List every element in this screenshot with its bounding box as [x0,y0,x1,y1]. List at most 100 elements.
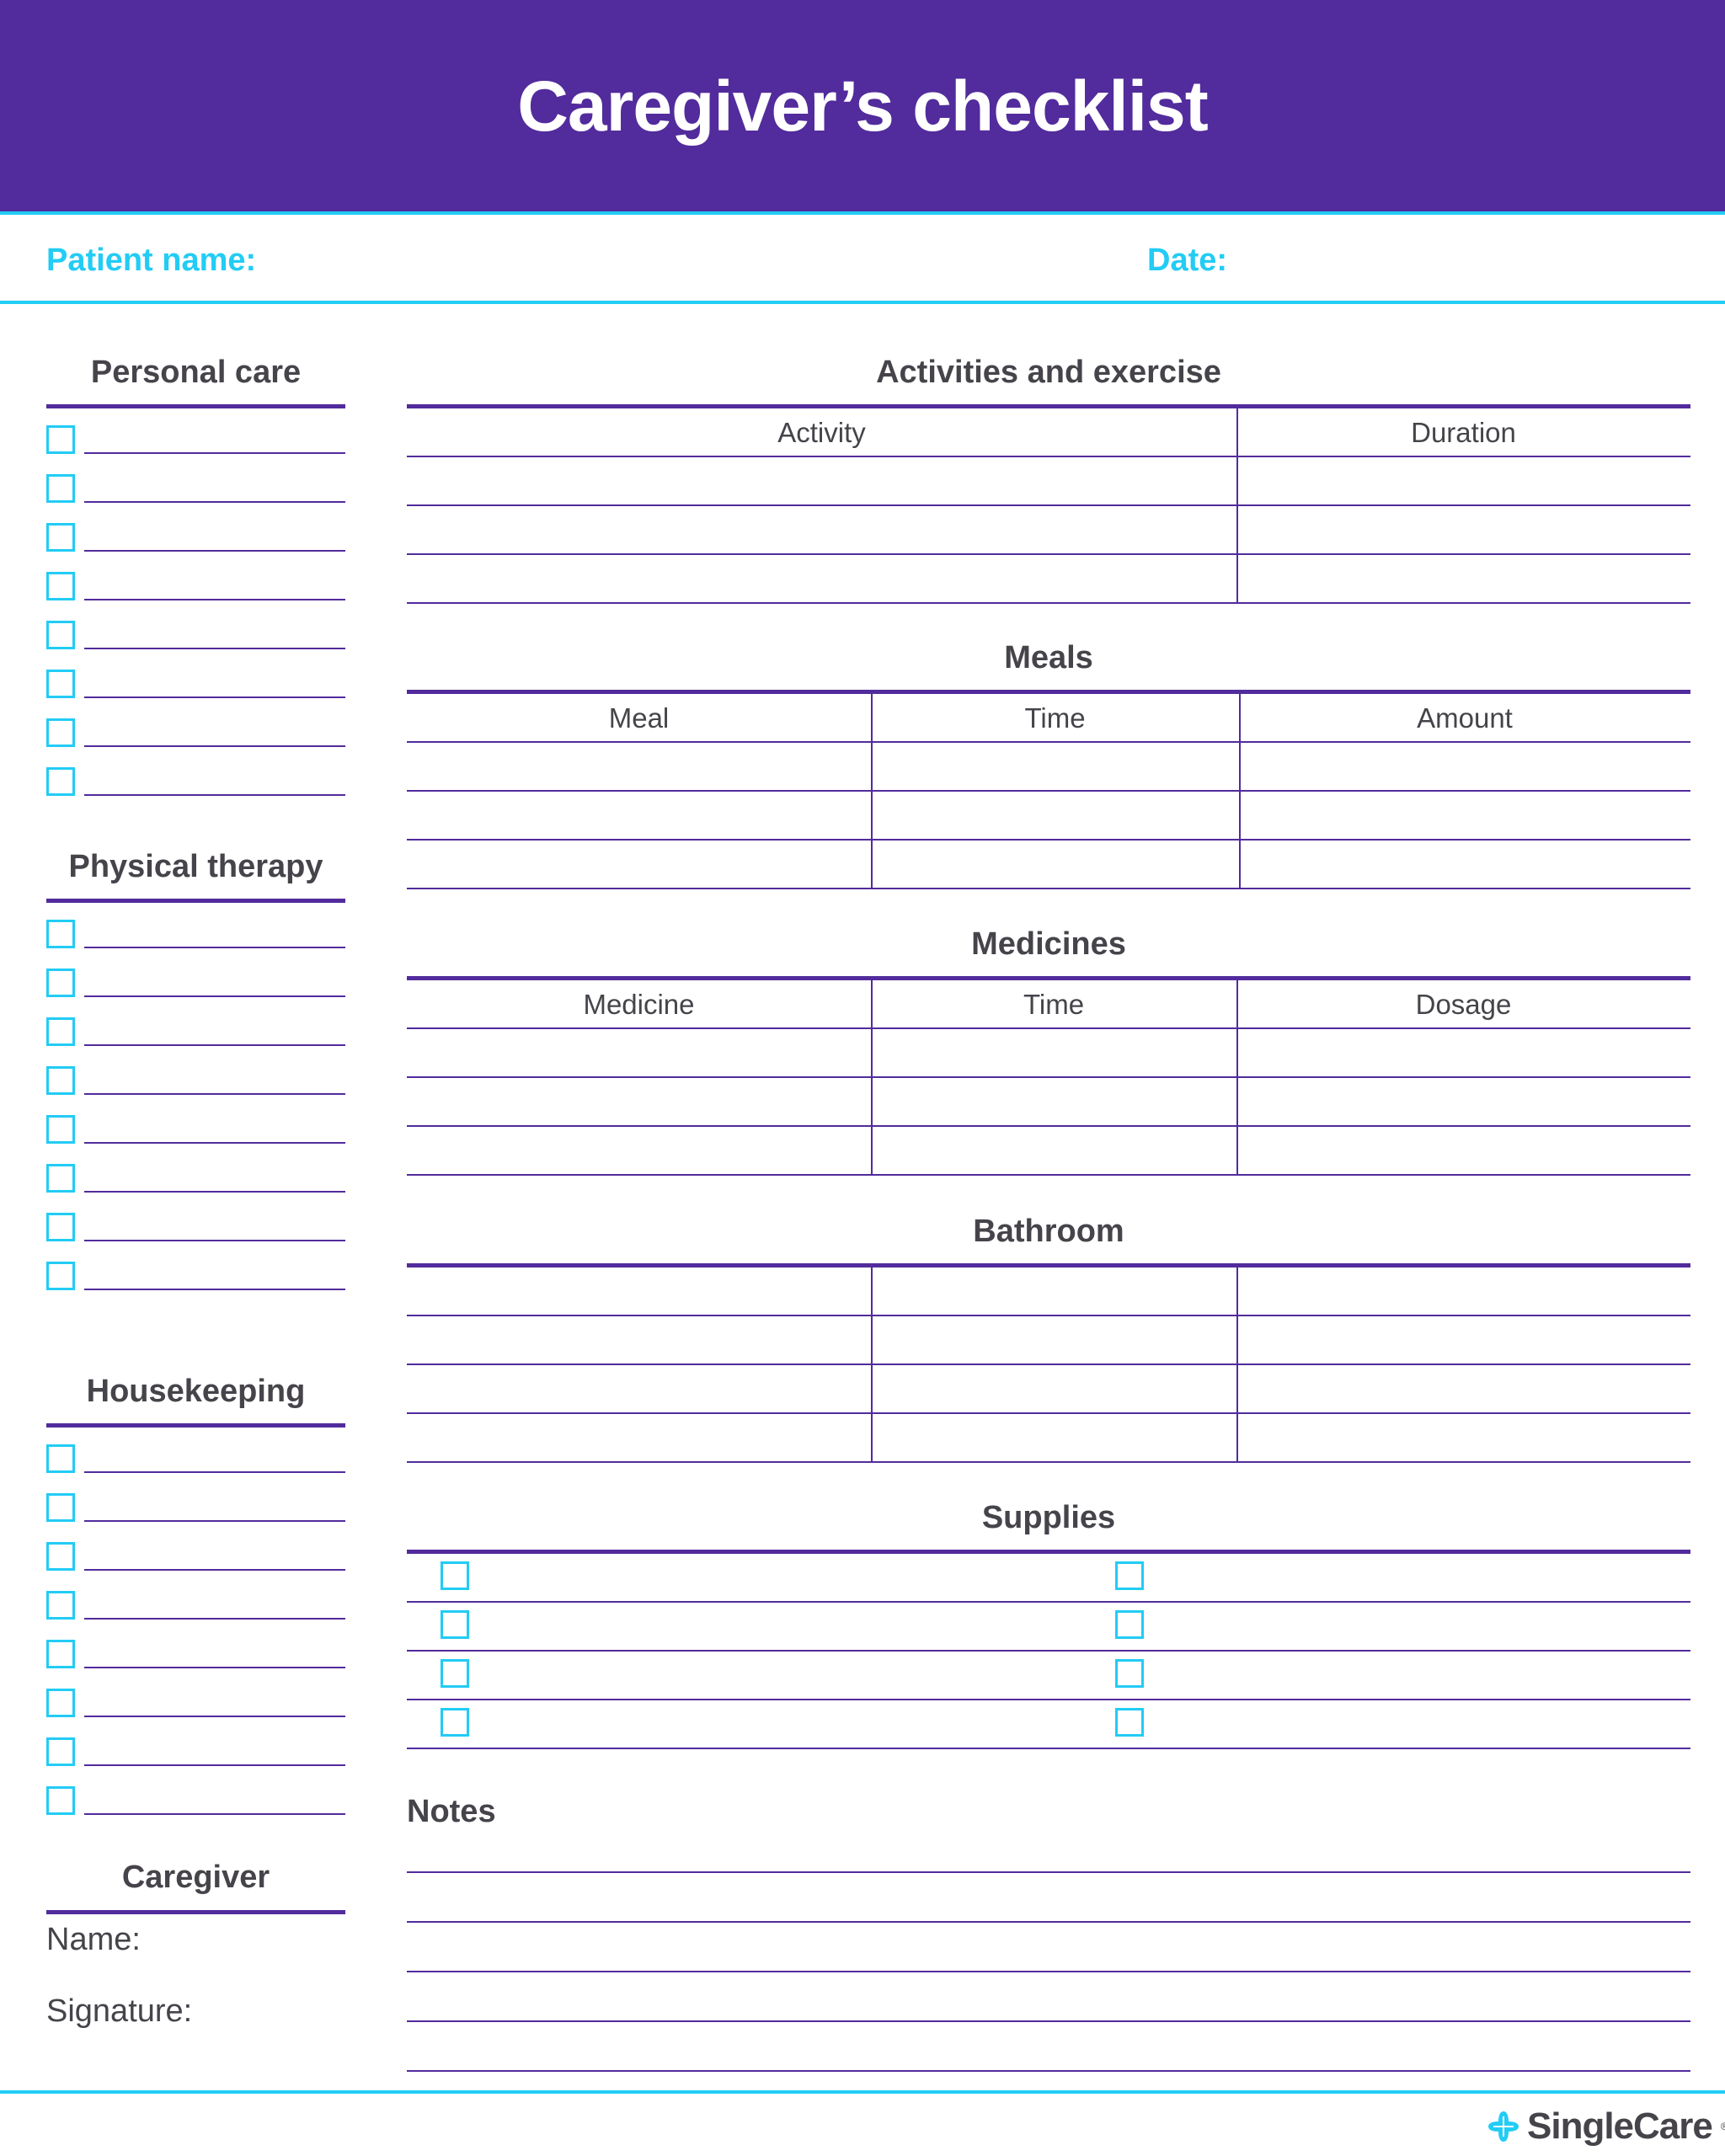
checkbox[interactable] [46,767,75,796]
checkbox[interactable] [46,1017,75,1046]
table-row[interactable] [407,1412,1690,1414]
checkbox[interactable] [46,572,75,600]
checkbox[interactable] [46,523,75,552]
table-row[interactable] [407,1315,1690,1316]
medicines-heading: Medicines [971,926,1126,962]
checkbox[interactable] [46,1493,75,1522]
write-line[interactable] [84,1240,345,1241]
table-row[interactable] [407,1601,1690,1603]
supply-checkbox[interactable] [441,1561,469,1590]
caregiver-signature-label: Signature: [46,1993,193,2029]
meals-heading: Meals [1004,640,1093,675]
checkbox[interactable] [46,1444,75,1473]
supply-checkbox[interactable] [1115,1708,1144,1737]
write-line[interactable] [84,1764,345,1766]
checkbox[interactable] [46,969,75,997]
singlecare-logo: SingleCare ® [1488,2105,1725,2148]
table-row[interactable] [407,1125,1690,1127]
header-row-rule [407,456,1690,457]
supply-checkbox[interactable] [441,1659,469,1688]
checkbox[interactable] [46,1542,75,1571]
patient-name-label: Patient name: [46,243,257,278]
write-line[interactable] [84,745,345,747]
notes-heading: Notes [407,1794,496,1829]
supply-checkbox[interactable] [1115,1610,1144,1639]
write-line[interactable] [84,648,345,649]
write-line[interactable] [84,550,345,552]
table-row[interactable] [407,790,1690,792]
checkbox[interactable] [46,1115,75,1144]
checkbox[interactable] [46,425,75,454]
write-line[interactable] [84,1142,345,1144]
notes-line[interactable] [407,1921,1690,1923]
column-divider [1236,407,1238,602]
supply-checkbox[interactable] [1115,1659,1144,1688]
supply-checkbox[interactable] [1115,1561,1144,1590]
column-header: Meal [608,702,670,734]
table-row[interactable] [407,1748,1690,1749]
notes-line[interactable] [407,1971,1690,1972]
write-line[interactable] [84,794,345,796]
write-line[interactable] [84,1520,345,1522]
checkbox[interactable] [46,670,75,698]
page-title: Caregiver’s checklist [517,67,1209,146]
table-row[interactable] [407,1650,1690,1652]
activities-top-rule [407,404,1690,408]
column-header: Amount [1417,702,1513,734]
checkbox[interactable] [46,920,75,948]
write-line[interactable] [84,696,345,698]
column-header: Duration [1411,417,1516,448]
write-line[interactable] [84,1569,345,1571]
column-header: Medicine [583,989,695,1020]
checkbox[interactable] [46,1164,75,1193]
checkbox[interactable] [46,1213,75,1241]
write-line[interactable] [84,452,345,454]
notes-line[interactable] [407,2020,1690,2022]
checkbox[interactable] [46,1689,75,1717]
write-line[interactable] [84,1044,345,1046]
checkbox[interactable] [46,1066,75,1095]
supply-checkbox[interactable] [441,1610,469,1639]
table-row[interactable] [407,1076,1690,1078]
table-row[interactable] [407,504,1690,506]
notes-line[interactable] [407,1871,1690,1873]
checkbox[interactable] [46,1591,75,1620]
table-row[interactable] [407,1699,1690,1700]
checkbox[interactable] [46,474,75,503]
write-line[interactable] [84,995,345,997]
table-row[interactable] [407,1364,1690,1365]
bathroom-heading: Bathroom [973,1214,1124,1249]
checkbox[interactable] [46,1786,75,1815]
date-label: Date: [1147,243,1228,278]
table-row[interactable] [407,602,1690,604]
write-line[interactable] [84,1289,345,1290]
write-line[interactable] [84,1618,345,1620]
write-line[interactable] [84,599,345,600]
table-row[interactable] [407,1174,1690,1176]
header-row-rule [407,1027,1690,1029]
table-row[interactable] [407,839,1690,841]
write-line[interactable] [84,947,345,948]
section-underline [46,404,345,408]
checkbox[interactable] [46,621,75,649]
write-line[interactable] [84,1667,345,1668]
table-row[interactable] [407,888,1690,889]
notes-line[interactable] [407,2070,1690,2072]
write-line[interactable] [84,1813,345,1815]
supply-checkbox[interactable] [441,1708,469,1737]
column-divider [1236,1266,1238,1461]
write-line[interactable] [84,501,345,503]
table-row[interactable] [407,553,1690,555]
checkbox[interactable] [46,1262,75,1290]
write-line[interactable] [84,1093,345,1095]
singlecare-logo-icon [1488,2111,1519,2142]
checkbox[interactable] [46,1640,75,1668]
write-line[interactable] [84,1471,345,1473]
table-row[interactable] [407,1461,1690,1463]
checkbox[interactable] [46,1737,75,1766]
checkbox[interactable] [46,718,75,747]
brand-name: SingleCare [1527,2105,1713,2147]
write-line[interactable] [84,1191,345,1193]
column-divider [1239,692,1241,888]
write-line[interactable] [84,1716,345,1717]
